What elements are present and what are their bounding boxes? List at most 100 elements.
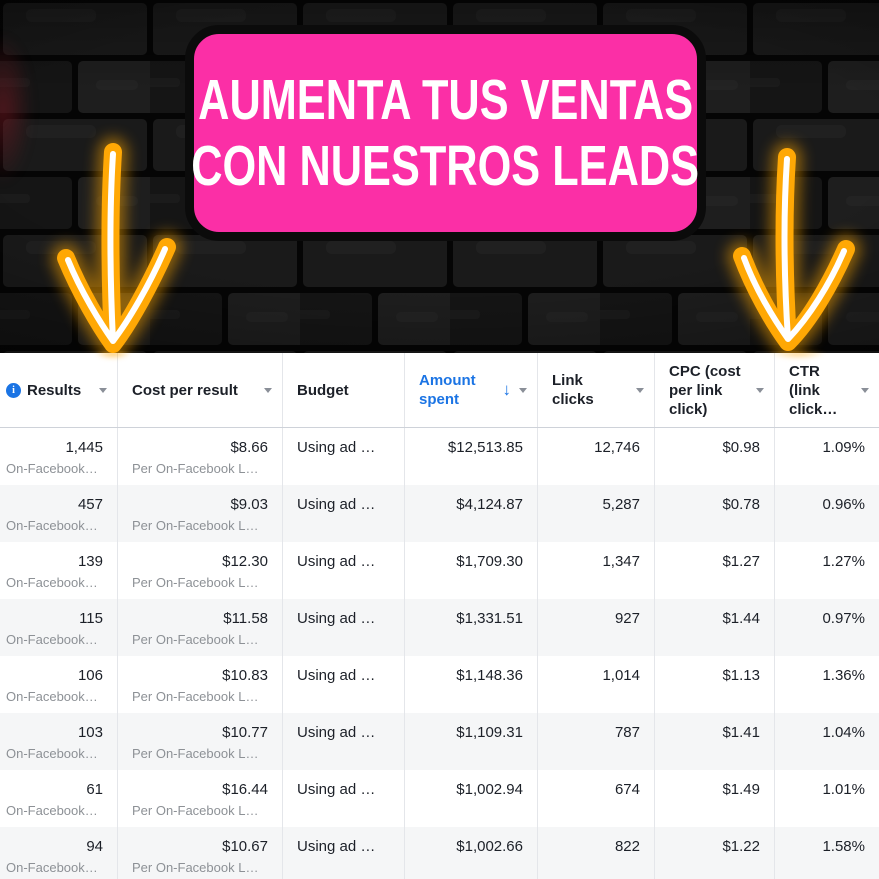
caret-down-icon[interactable] (519, 387, 527, 393)
amount-spent-value: $12,513.85 (447, 439, 523, 456)
cpc-value: $1.27 (722, 553, 760, 570)
budget-value: Using ad … (297, 781, 376, 798)
cell-results: 115 On-Facebook… (0, 599, 118, 656)
cost-per-result-subtext: Per On-Facebook L… (132, 632, 259, 647)
cell-amount-spent: $12,513.85 (405, 428, 538, 485)
cell-ctr: 1.36% (775, 656, 879, 713)
budget-value: Using ad … (297, 667, 376, 684)
column-header-ctr[interactable]: CTR (link click… (775, 353, 879, 427)
caret-down-icon[interactable] (636, 387, 644, 393)
cost-per-result-subtext: Per On-Facebook L… (132, 803, 259, 818)
results-subtext: On-Facebook… (6, 803, 98, 818)
ctr-value: 1.01% (822, 781, 865, 798)
table-row: 115 On-Facebook… $11.58 Per On-Facebook … (0, 599, 879, 656)
cpc-value: $1.49 (722, 781, 760, 798)
results-value: 1,445 (65, 439, 103, 456)
neon-arrows-layer (51, 137, 861, 353)
cell-results: 103 On-Facebook… (0, 713, 118, 770)
amount-spent-value: $1,109.31 (456, 724, 523, 741)
table-row: 106 On-Facebook… $10.83 Per On-Facebook … (0, 656, 879, 713)
table-row: 103 On-Facebook… $10.77 Per On-Facebook … (0, 713, 879, 770)
table-row: 457 On-Facebook… $9.03 Per On-Facebook L… (0, 485, 879, 542)
cell-amount-spent: $4,124.87 (405, 485, 538, 542)
results-subtext: On-Facebook… (6, 461, 98, 476)
cell-link-clicks: 12,746 (538, 428, 655, 485)
budget-value: Using ad … (297, 724, 376, 741)
link-clicks-value: 822 (614, 838, 640, 855)
column-header-results[interactable]: i Results (0, 353, 118, 427)
caret-down-icon[interactable] (99, 387, 107, 393)
cost-per-result-value: $10.77 (222, 724, 268, 741)
cell-link-clicks: 1,014 (538, 656, 655, 713)
amount-spent-value: $1,148.36 (456, 667, 523, 684)
caret-down-icon[interactable] (264, 387, 272, 393)
results-subtext: On-Facebook… (6, 575, 98, 590)
column-label: Cost per result (132, 381, 238, 399)
cell-link-clicks: 674 (538, 770, 655, 827)
cell-link-clicks: 787 (538, 713, 655, 770)
cpc-value: $0.78 (722, 496, 760, 513)
hero-section: AUMENTA TUS VENTAS CON NUESTROS LEADS (0, 0, 879, 353)
cell-budget: Using ad … (283, 485, 405, 542)
caret-down-icon[interactable] (756, 387, 764, 393)
link-clicks-value: 927 (614, 610, 640, 627)
column-header-amount-spent[interactable]: Amount spent ↓ (405, 353, 538, 427)
cell-amount-spent: $1,148.36 (405, 656, 538, 713)
cell-budget: Using ad … (283, 770, 405, 827)
link-clicks-value: 787 (614, 724, 640, 741)
ctr-value: 1.36% (822, 667, 865, 684)
amount-spent-value: $1,002.66 (456, 838, 523, 855)
cell-link-clicks: 5,287 (538, 485, 655, 542)
cell-cpc: $1.41 (655, 713, 775, 770)
column-header-cost-per-result[interactable]: Cost per result (118, 353, 283, 427)
cell-link-clicks: 1,347 (538, 542, 655, 599)
budget-value: Using ad … (297, 496, 376, 513)
column-header-budget[interactable]: Budget (283, 353, 405, 427)
cell-link-clicks: 927 (538, 599, 655, 656)
column-header-cpc[interactable]: CPC (cost per link click) (655, 353, 775, 427)
link-clicks-value: 1,347 (602, 553, 640, 570)
cell-budget: Using ad … (283, 428, 405, 485)
cost-per-result-subtext: Per On-Facebook L… (132, 860, 259, 875)
results-value: 103 (77, 724, 103, 741)
sort-descending-icon[interactable]: ↓ (502, 380, 512, 399)
cell-ctr: 1.01% (775, 770, 879, 827)
link-clicks-value: 674 (614, 781, 640, 798)
column-header-link-clicks[interactable]: Link clicks (538, 353, 655, 427)
cell-ctr: 1.04% (775, 713, 879, 770)
ctr-value: 1.58% (822, 838, 865, 855)
cell-amount-spent: $1,709.30 (405, 542, 538, 599)
cell-budget: Using ad … (283, 827, 405, 879)
results-value: 457 (77, 496, 103, 513)
cell-amount-spent: $1,002.66 (405, 827, 538, 879)
cell-budget: Using ad … (283, 713, 405, 770)
results-value: 139 (77, 553, 103, 570)
results-value: 94 (86, 838, 103, 855)
info-icon[interactable]: i (6, 382, 21, 398)
table-row: 1,445 On-Facebook… $8.66 Per On-Facebook… (0, 428, 879, 485)
amount-spent-value: $4,124.87 (456, 496, 523, 513)
cell-budget: Using ad … (283, 542, 405, 599)
amount-spent-value: $1,709.30 (456, 553, 523, 570)
results-value: 115 (79, 610, 103, 627)
cost-per-result-value: $11.58 (223, 610, 268, 627)
caret-down-icon[interactable] (861, 387, 869, 393)
cost-per-result-subtext: Per On-Facebook L… (132, 461, 259, 476)
column-label: Link clicks (552, 372, 594, 408)
ctr-value: 0.96% (822, 496, 865, 513)
table-row: 94 On-Facebook… $10.67 Per On-Facebook L… (0, 827, 879, 879)
cell-cpc: $0.78 (655, 485, 775, 542)
cell-ctr: 1.58% (775, 827, 879, 879)
cell-results: 1,445 On-Facebook… (0, 428, 118, 485)
cell-cost-per-result: $10.77 Per On-Facebook L… (118, 713, 283, 770)
cost-per-result-subtext: Per On-Facebook L… (132, 575, 259, 590)
cell-cpc: $1.13 (655, 656, 775, 713)
results-value: 106 (77, 667, 103, 684)
down-arrow-icon-right (727, 142, 861, 353)
results-subtext: On-Facebook… (6, 746, 98, 761)
cpc-value: $1.44 (722, 610, 760, 627)
cell-cpc: $1.44 (655, 599, 775, 656)
ads-metrics-table: i Results Cost per result Budget Amount … (0, 352, 879, 879)
cell-ctr: 1.27% (775, 542, 879, 599)
table-body: 1,445 On-Facebook… $8.66 Per On-Facebook… (0, 428, 879, 879)
